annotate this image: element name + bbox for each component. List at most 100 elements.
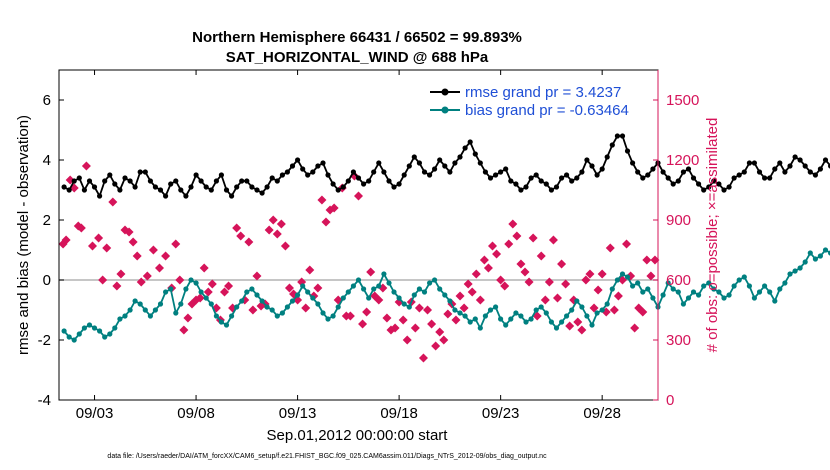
bias-point: [822, 247, 829, 253]
rmse-point: [767, 175, 773, 181]
rmse-point: [670, 181, 676, 187]
x-tick-label: 09/08: [177, 405, 215, 422]
bias-point: [107, 331, 113, 337]
bias-point: [188, 277, 194, 283]
obs-marker: [280, 241, 290, 251]
obs-marker: [161, 251, 171, 261]
bias-point: [163, 289, 169, 295]
bias-point: [416, 286, 422, 292]
rmse-point: [345, 178, 351, 184]
bias-point: [589, 322, 595, 328]
rmse-point: [208, 187, 214, 193]
bias-point: [102, 334, 108, 340]
rmse-point: [355, 175, 362, 181]
bias-point: [564, 313, 570, 319]
obs-marker: [179, 325, 189, 335]
bias-point: [442, 292, 448, 298]
bias-point: [279, 310, 285, 316]
bias-point: [787, 271, 793, 277]
obs-marker: [354, 191, 363, 201]
obs-marker: [124, 227, 134, 237]
rmse-point: [619, 133, 626, 139]
legend-rmse-marker: [441, 88, 449, 96]
obs-marker: [402, 335, 412, 345]
bias-point: [97, 328, 103, 334]
obs-marker: [219, 287, 229, 297]
bias-point: [284, 304, 290, 310]
bias-point: [366, 295, 372, 301]
obs-marker: [642, 255, 652, 265]
rmse-point: [391, 184, 397, 190]
bias-point: [503, 322, 509, 328]
bias-point: [234, 304, 240, 310]
rmse-point: [513, 181, 519, 187]
obs-marker: [321, 217, 331, 227]
obs-marker: [232, 223, 242, 233]
bias-point: [239, 298, 245, 304]
x-tick-label: 09/23: [482, 405, 520, 422]
rmse-point: [452, 160, 458, 166]
rmse-point: [203, 184, 209, 190]
obs-marker: [427, 319, 437, 329]
rmse-point: [421, 169, 428, 175]
obs-marker: [455, 291, 465, 301]
obs-marker: [585, 269, 595, 279]
obs-marker: [418, 353, 428, 363]
bias-point: [792, 268, 798, 274]
bias-point: [117, 316, 123, 322]
obs-marker: [76, 223, 86, 233]
bias-point: [767, 289, 773, 295]
obs-marker: [244, 237, 254, 247]
obs-marker: [548, 235, 558, 245]
obs-marker: [112, 281, 122, 291]
bias-point: [305, 289, 311, 295]
obs-marker: [362, 307, 372, 317]
bias-point: [173, 310, 179, 316]
rmse-point: [442, 163, 448, 169]
bias-point: [137, 301, 143, 307]
rmse-point: [386, 178, 392, 184]
bias-point: [797, 265, 803, 271]
bias-point: [229, 313, 235, 319]
rmse-point: [498, 169, 504, 175]
bias-point: [178, 301, 184, 307]
bias-point: [599, 307, 605, 313]
bias-point: [132, 298, 138, 304]
bias-point: [574, 298, 580, 304]
obs-marker: [520, 267, 530, 277]
bias-point: [157, 301, 164, 307]
rmse-point: [660, 169, 666, 175]
rmse-point: [614, 133, 621, 139]
bias-point: [421, 289, 428, 295]
obs-marker: [479, 255, 489, 265]
y2-tick-label: 600: [666, 272, 691, 289]
y2-axis-ticks: 0 300 600 900 1200 1500: [653, 92, 699, 409]
rmse-point: [71, 178, 77, 184]
bias-point: [406, 304, 412, 310]
obs-marker: [268, 215, 278, 225]
rmse-point: [787, 163, 793, 169]
rmse-point: [366, 178, 372, 184]
obs-marker: [199, 263, 209, 273]
rmse-point: [361, 181, 367, 187]
bias-point: [295, 292, 301, 298]
obs-marker: [98, 275, 108, 285]
rmse-point: [437, 157, 443, 163]
rmse-point: [594, 172, 600, 178]
bias-point: [762, 283, 768, 289]
rmse-point: [157, 187, 164, 193]
bias-point: [528, 316, 534, 322]
rmse-point: [178, 187, 184, 193]
obs-marker: [305, 265, 315, 275]
obs-marker: [589, 303, 599, 313]
rmse-point: [574, 175, 580, 181]
rmse-point: [538, 178, 544, 184]
bias-point: [584, 313, 590, 319]
obs-marker: [638, 307, 648, 317]
rmse-point: [97, 193, 103, 199]
bias-point: [320, 310, 326, 316]
bias-point: [736, 277, 742, 283]
bias-point: [498, 316, 504, 322]
x-axis-label: Sep.01,2012 00:00:00 start: [267, 427, 449, 444]
obs-marker: [94, 233, 104, 243]
